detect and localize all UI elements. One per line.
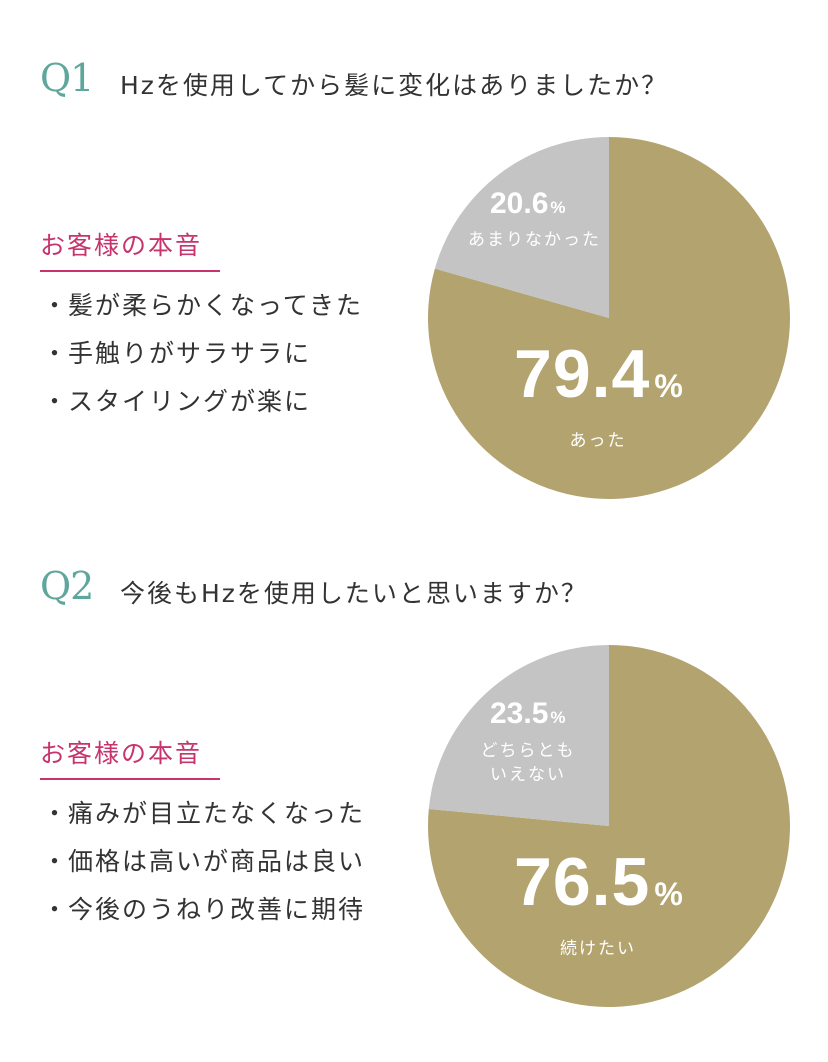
slice-value-minor: 23.5% — [490, 697, 566, 730]
customer-voice-title: お客様の本音 — [40, 734, 220, 780]
question-text: Hzを使用してから髪に変化はありましたか？ — [120, 71, 669, 100]
voice-item: ・痛みが目立たなくなった — [42, 799, 366, 828]
pie-slice-minor — [434, 137, 609, 318]
customer-voice-list: ・痛みが目立たなくなった ・価格は高いが商品は良い ・今後のうねり改善に期待 — [42, 794, 365, 938]
customer-voice-title: お客様の本音 — [40, 226, 220, 272]
pie-slice-minor — [428, 645, 609, 826]
question-number: Q2 — [40, 564, 94, 608]
slice-label-minor: あまりなかった — [468, 230, 601, 250]
customer-voice-list: ・髪が柔らかくなってきた ・手触りがサラサラに ・スタイリングが楽に — [42, 286, 363, 430]
pie-chart-q1: 20.6% あまりなかった 79.4% あった — [428, 137, 790, 499]
survey-section-q1: Q1 Hzを使用してから髪に変化はありましたか？ お客様の本音 ・髪が柔らかくな… — [0, 0, 828, 520]
slice-value-major: 79.4% — [514, 336, 684, 412]
voice-item: ・価格は高いが商品は良い — [42, 847, 366, 876]
slice-value-minor: 20.6% — [490, 187, 566, 220]
voice-item: ・髪が柔らかくなってきた — [42, 291, 364, 320]
slice-label-major: あった — [569, 431, 627, 451]
slice-value-major: 76.5% — [514, 844, 684, 920]
slice-label-minor: どちらとも いえない — [480, 741, 576, 785]
pie-svg-q2 — [428, 645, 790, 1007]
question-number: Q1 — [40, 56, 94, 100]
pie-svg-q1 — [428, 137, 790, 499]
voice-item: ・手触りがサラサラに — [42, 339, 312, 368]
voice-item: ・スタイリングが楽に — [42, 387, 312, 416]
voice-item: ・今後のうねり改善に期待 — [42, 895, 366, 924]
slice-label-major: 続けたい — [560, 939, 636, 959]
pie-chart-q2: 23.5% どちらとも いえない 76.5% 続けたい — [428, 645, 790, 1007]
survey-section-q2: Q2 今後もHzを使用したいと思いますか？ お客様の本音 ・痛みが目立たなくなっ… — [0, 508, 828, 1028]
question-text: 今後もHzを使用したいと思いますか？ — [120, 579, 588, 608]
